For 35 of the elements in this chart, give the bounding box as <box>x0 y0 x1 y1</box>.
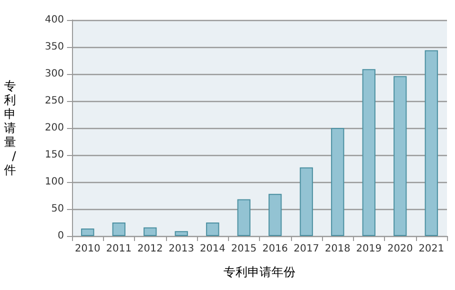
x-axis-title: 专利申请年份 <box>224 265 296 279</box>
y-axis-title: 专利申请量/件 <box>4 79 17 177</box>
y-tick-label: 50 <box>51 204 64 214</box>
y-tick-label: 200 <box>44 122 64 134</box>
x-tick-label: 2015 <box>231 244 257 254</box>
x-tick-label: 2013 <box>168 244 194 254</box>
bar <box>206 222 220 236</box>
x-tick-label: 2020 <box>387 244 413 254</box>
x-tick-label: 2010 <box>74 244 100 254</box>
x-tick-label: 2012 <box>137 244 163 254</box>
x-tick-label: 2014 <box>200 244 226 254</box>
x-tick-label: 2017 <box>294 244 320 254</box>
y-tick-label: 350 <box>44 42 64 52</box>
x-tick-label: 2011 <box>106 244 132 254</box>
bar <box>331 128 344 236</box>
bar <box>237 199 250 236</box>
bar <box>300 167 313 236</box>
bar <box>268 194 282 236</box>
bar <box>144 227 157 236</box>
y-tick-label: 250 <box>44 96 64 106</box>
y-tick-label: 0 <box>58 230 64 242</box>
x-tick-label: 2016 <box>262 244 288 254</box>
bar <box>394 76 407 236</box>
y-tick-label: 400 <box>44 14 64 26</box>
bar <box>174 231 188 236</box>
bar <box>424 50 438 236</box>
bar <box>112 222 126 236</box>
y-tick-label: 100 <box>44 176 64 188</box>
y-tick-label: 300 <box>44 68 64 80</box>
x-tick-label: 2019 <box>356 244 382 254</box>
x-tick-label: 2021 <box>418 244 444 254</box>
bar <box>81 228 94 236</box>
x-tick-label: 2018 <box>324 244 350 254</box>
bar <box>362 69 376 236</box>
y-tick-label: 150 <box>44 150 64 160</box>
